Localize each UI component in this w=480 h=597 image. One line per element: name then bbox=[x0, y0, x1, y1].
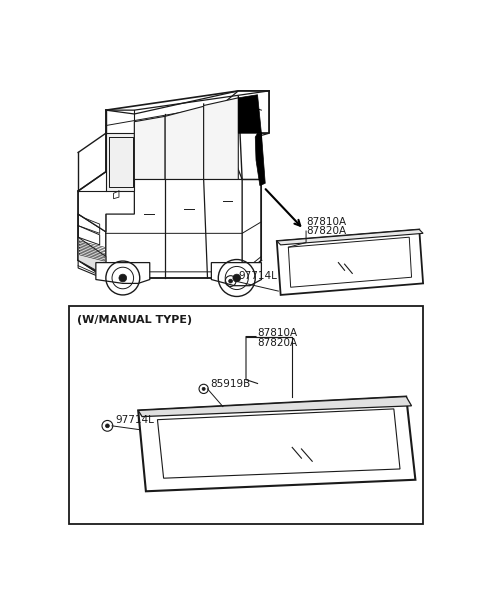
Polygon shape bbox=[106, 91, 269, 172]
Text: 85919B: 85919B bbox=[210, 379, 250, 389]
Polygon shape bbox=[78, 214, 106, 278]
Circle shape bbox=[202, 387, 205, 390]
Polygon shape bbox=[134, 116, 165, 180]
Polygon shape bbox=[211, 263, 262, 286]
Polygon shape bbox=[215, 91, 269, 180]
Polygon shape bbox=[138, 396, 415, 491]
Polygon shape bbox=[78, 237, 106, 276]
Circle shape bbox=[119, 274, 127, 282]
Polygon shape bbox=[238, 95, 262, 133]
Text: 97714L: 97714L bbox=[238, 272, 277, 281]
Circle shape bbox=[106, 424, 109, 428]
Text: 87810A: 87810A bbox=[258, 328, 298, 338]
Polygon shape bbox=[96, 263, 150, 284]
Polygon shape bbox=[106, 133, 134, 191]
Polygon shape bbox=[138, 396, 411, 417]
Polygon shape bbox=[157, 409, 400, 478]
FancyBboxPatch shape bbox=[69, 306, 423, 524]
Circle shape bbox=[233, 274, 240, 282]
Text: (W/MANUAL TYPE): (W/MANUAL TYPE) bbox=[77, 315, 192, 325]
Text: 97714L: 97714L bbox=[115, 416, 154, 426]
Circle shape bbox=[228, 279, 232, 283]
Polygon shape bbox=[106, 180, 262, 278]
Polygon shape bbox=[255, 133, 265, 186]
Polygon shape bbox=[288, 237, 411, 287]
Polygon shape bbox=[277, 229, 423, 245]
Text: 87820A: 87820A bbox=[258, 338, 298, 347]
Polygon shape bbox=[165, 106, 204, 180]
Polygon shape bbox=[277, 229, 423, 295]
Polygon shape bbox=[204, 98, 238, 180]
Text: 87810A: 87810A bbox=[306, 217, 346, 227]
Polygon shape bbox=[78, 172, 134, 232]
Text: 87820A: 87820A bbox=[306, 226, 346, 236]
